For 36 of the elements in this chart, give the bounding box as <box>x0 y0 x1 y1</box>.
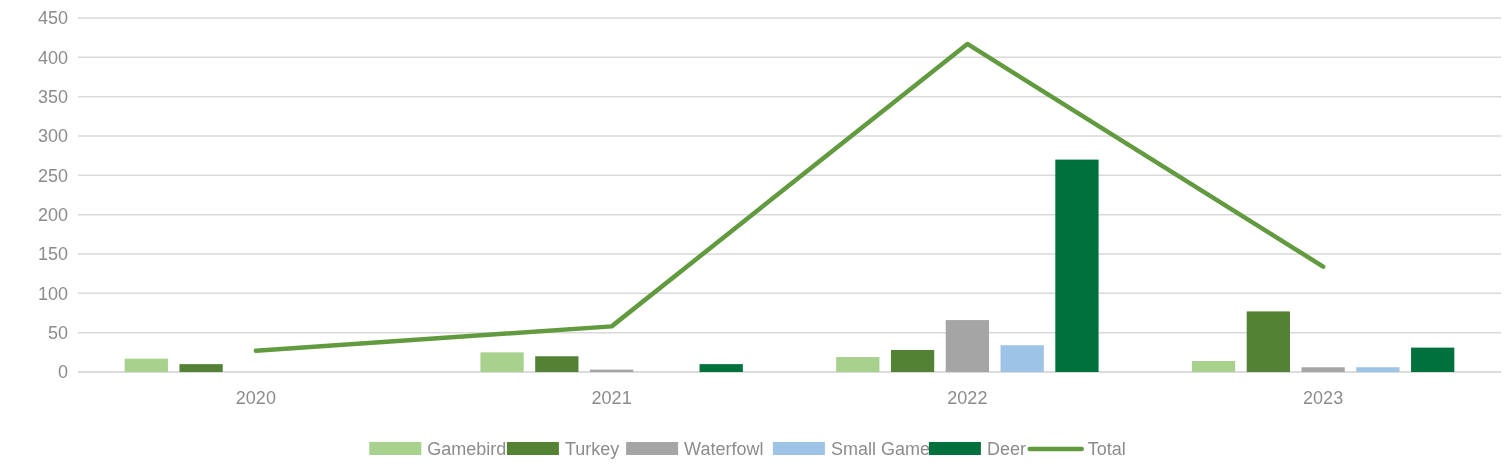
bar <box>1356 367 1400 372</box>
bar <box>1411 347 1455 372</box>
bar <box>1055 159 1099 372</box>
y-tick-label: 450 <box>37 8 68 29</box>
bar <box>1191 360 1236 372</box>
bar <box>480 352 524 372</box>
bar <box>836 357 880 372</box>
y-tick-label: 250 <box>37 165 68 186</box>
x-tick-label: 2022 <box>947 388 988 408</box>
legend-label: Turkey <box>564 439 620 459</box>
bar <box>179 364 223 372</box>
line-series <box>253 41 1326 354</box>
legend-label: Small Game <box>830 439 930 459</box>
y-tick-label: 150 <box>37 244 68 265</box>
bar <box>535 356 579 372</box>
bar <box>1246 311 1290 372</box>
bar <box>1301 367 1345 372</box>
bar <box>124 358 168 372</box>
bar <box>699 364 743 372</box>
bar <box>890 349 935 372</box>
y-tick-label: 0 <box>57 362 68 383</box>
bar <box>945 320 990 372</box>
legend-label: Deer <box>986 439 1026 459</box>
y-tick-label: 350 <box>37 86 68 107</box>
bar <box>1000 345 1044 372</box>
x-tick-label: 2023 <box>1303 388 1344 408</box>
legend-label: Waterfowl <box>684 439 764 459</box>
y-tick-label: 400 <box>37 47 68 68</box>
y-tick-label: 50 <box>47 322 68 343</box>
x-tick-label: 2020 <box>235 388 276 408</box>
legend-label: Gamebird <box>427 439 507 459</box>
legend-label: Total <box>1087 439 1126 459</box>
y-tick-label: 100 <box>37 283 68 304</box>
y-tick-label: 300 <box>37 126 68 147</box>
x-tick-label: 2021 <box>591 388 632 408</box>
y-tick-label: 200 <box>37 204 68 225</box>
